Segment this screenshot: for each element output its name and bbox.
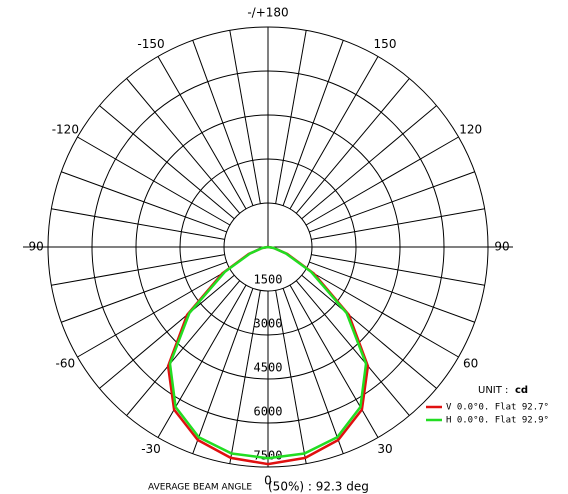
spoke [77,136,231,226]
spoke [126,280,241,416]
spoke [229,30,261,204]
spoke [282,40,344,206]
spoke [275,30,307,204]
spoke [295,280,410,416]
spoke [309,261,475,323]
footer-label: AVERAGE BEAM ANGLE [148,483,252,493]
spoke [229,290,261,464]
spoke [157,56,247,210]
spoke [311,208,485,240]
spoke [295,78,410,214]
unit-label: UNIT : [478,385,508,396]
angle-label: 120 [459,123,482,137]
spoke [61,171,227,233]
spoke [301,274,437,389]
spoke [282,288,344,454]
angle-label: -90 [24,240,44,254]
footer-value: (50%) : 92.3 deg [268,480,369,494]
spoke [309,171,475,233]
spoke [99,274,235,389]
r-tick-label: 3000 [254,317,283,331]
spoke [192,288,254,454]
legend-label: H 0.0°0. Flat 92.9° [446,416,549,426]
r-tick-label: 4500 [254,361,283,375]
spoke [157,284,247,438]
spoke [289,56,379,210]
r-tick-label: 1500 [254,273,283,287]
r-tick-label: 6000 [254,405,283,419]
spoke [99,105,235,220]
spoke [126,78,241,214]
unit: cd [515,385,528,396]
spoke [51,254,225,286]
angle-label: -30 [141,442,161,456]
angle-label: -60 [56,357,76,371]
curve [168,245,368,460]
r-tick-label: 7500 [254,449,283,463]
angle-label: -120 [52,123,79,137]
angle-label: -/+180 [247,6,288,20]
spoke [192,40,254,206]
angle-label: 150 [374,37,397,51]
angle-label: 90 [494,240,509,254]
spoke [77,268,231,358]
spoke [305,136,459,226]
angle-label: 30 [377,442,392,456]
spoke [275,290,307,464]
angle-label: 0 [264,474,272,488]
angle-label: 60 [463,357,478,371]
spoke [311,254,485,286]
spoke [305,268,459,358]
spoke [301,105,437,220]
spoke [289,284,379,438]
spoke [51,208,225,240]
legend-label: V 0.0°0. Flat 92.7° [446,403,549,413]
angle-label: -150 [137,37,164,51]
spoke [61,261,227,323]
